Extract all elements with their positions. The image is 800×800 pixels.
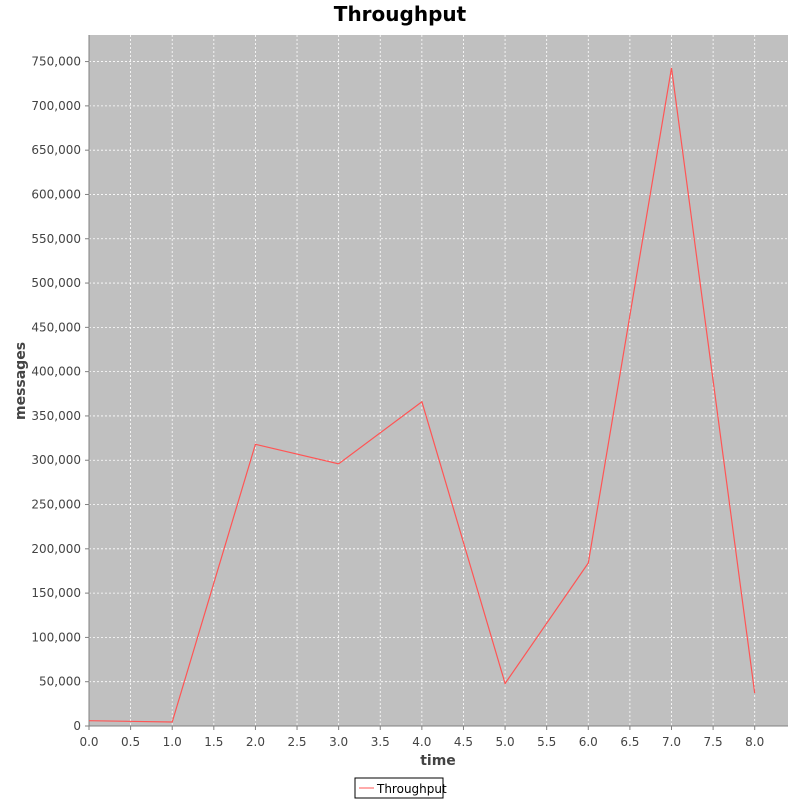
series-line-throughput [88,67,756,723]
chart-title: Throughput [334,2,467,26]
y-tick-label: 700,000 [31,99,81,113]
legend-label: Throughput [376,782,447,796]
y-tick-label: 600,000 [31,187,81,201]
y-tick-label: 450,000 [31,320,81,334]
y-tick-label: 550,000 [31,232,81,246]
x-tick-label: 5.5 [537,735,556,749]
y-tick-label: 100,000 [31,630,81,644]
y-tick-label: 750,000 [31,55,81,69]
x-tick-label: 7.5 [704,735,723,749]
plot-area: 0.0 0.5 1.0 1.5 2.0 2.5 3.0 3.5 4.0 4.5 5.0 5.5 6.0 6… [31,35,788,749]
y-tick-label: 50,000 [39,675,81,689]
x-tick-label: 1.0 [163,735,182,749]
plot-background [89,35,788,726]
x-tick-label: 1.5 [204,735,223,749]
x-tick-label: 4.5 [454,735,473,749]
x-tick-label: 2.0 [246,735,265,749]
x-tick-label: 0.0 [79,735,98,749]
y-tick-label: 500,000 [31,276,81,290]
y-tick-label: 150,000 [31,586,81,600]
y-tick-label: 650,000 [31,143,81,157]
x-tick-label: 5.0 [496,735,515,749]
y-tick-label: 250,000 [31,498,81,512]
x-axis-label: time [420,753,456,769]
y-tick-label: 400,000 [31,365,81,379]
x-tick-label: 6.5 [620,735,639,749]
y-tick-label: 350,000 [31,409,81,423]
y-tick-label: 0 [73,719,81,733]
legend: Throughput [354,777,447,799]
x-tick-label: 3.0 [329,735,348,749]
y-tick-label: 200,000 [31,542,81,556]
x-tick-label: 6.0 [579,735,598,749]
y-axis-label: messages [13,342,29,420]
x-tick-label: 2.5 [287,735,306,749]
x-tick-label: 3.5 [371,735,390,749]
x-tick-label: 8.0 [745,735,764,749]
x-tick-label: 0.5 [121,735,140,749]
x-tick-label: 7.0 [662,735,681,749]
x-tick-label: 4.0 [412,735,431,749]
y-tick-label: 300,000 [31,453,81,467]
legend-box [354,777,444,799]
